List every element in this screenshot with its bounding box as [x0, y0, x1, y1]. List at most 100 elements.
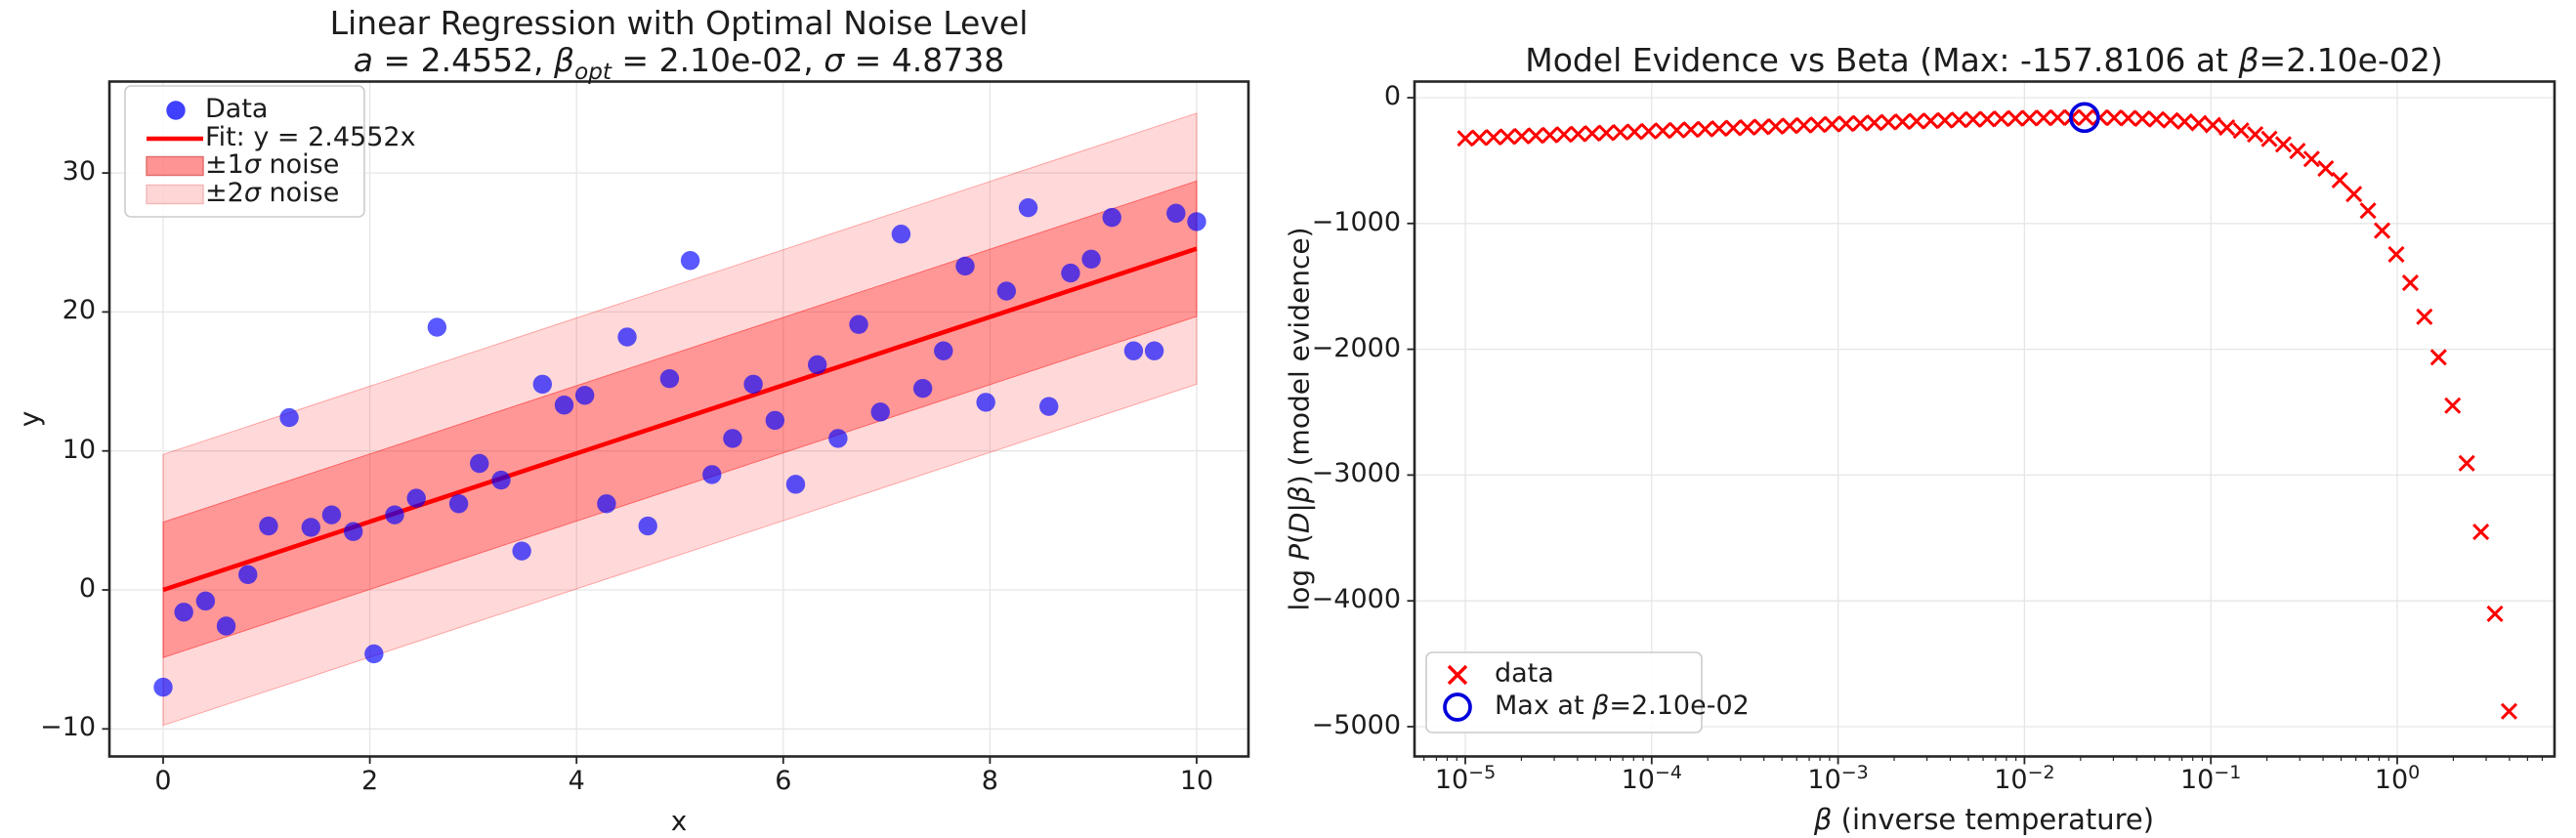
left-y-tick-label: 30	[62, 156, 96, 188]
evidence-marker	[2190, 114, 2208, 132]
scatter-point	[723, 429, 742, 448]
legend-label-1sigma: ±1σ noise	[205, 149, 339, 180]
text-segment: β	[1813, 803, 1833, 836]
text-segment: β	[2238, 41, 2259, 79]
text-segment: = 4.8738	[844, 41, 1005, 79]
scatter-point	[617, 327, 637, 347]
text-segment: ±1	[205, 149, 244, 180]
evidence-marker	[2162, 111, 2179, 129]
scatter-point	[259, 516, 278, 536]
legend-swatch-2sigma	[146, 184, 204, 205]
left-y-tick-label: −10	[40, 712, 96, 743]
scatter-point	[1166, 203, 1186, 224]
evidence-marker	[2035, 109, 2052, 127]
evidence-marker	[2500, 702, 2518, 720]
evidence-marker	[1993, 109, 2010, 128]
right-y-tick-label: −1000	[1311, 206, 1401, 237]
evidence-marker	[2317, 160, 2335, 178]
evidence-marker	[1527, 127, 1544, 145]
evidence-marker	[1499, 128, 1516, 146]
left-x-tick-label: 6	[775, 766, 792, 796]
evidence-marker	[1626, 123, 1643, 141]
evidence-marker	[1457, 130, 1474, 147]
legend-label-fit: Fit: y = 2.4552x	[205, 122, 416, 152]
right-axes-frame	[1413, 80, 2556, 758]
evidence-marker	[1851, 114, 1869, 132]
evidence-marker	[2218, 119, 2236, 137]
text-segment: |	[1283, 503, 1316, 513]
text-segment: P	[1283, 544, 1316, 561]
text-segment: Max at	[1495, 691, 1593, 721]
evidence-marker	[1837, 115, 1855, 133]
scatter-point	[321, 505, 342, 524]
scatter-point	[554, 396, 574, 415]
scatter-point	[870, 402, 890, 422]
evidence-marker	[2429, 349, 2447, 366]
evidence-marker	[2020, 109, 2039, 127]
scatter-point	[996, 281, 1017, 301]
legend-label-max: Max at β=2.10e-02	[1495, 691, 1750, 721]
evidence-marker	[2120, 109, 2137, 127]
evidence-marker	[2133, 109, 2151, 128]
evidence-marker	[1710, 120, 1728, 138]
text-segment: = 2.10e-02,	[611, 41, 824, 79]
left-chart	[102, 80, 1250, 764]
evidence-marker	[1640, 122, 1658, 140]
right-legend-box	[1425, 651, 1703, 733]
legend-label-evidence-data: data	[1495, 658, 1554, 689]
evidence-marker	[2289, 143, 2306, 160]
scatter-point	[574, 386, 595, 405]
evidence-marker	[2091, 108, 2109, 126]
evidence-marker	[2331, 171, 2348, 189]
scatter-point	[153, 677, 173, 697]
right-x-tick-label: 10−3	[1807, 762, 1869, 795]
scatter-point	[1081, 249, 1101, 270]
scatter-point	[680, 251, 700, 271]
text-segment: β	[1592, 691, 1610, 721]
evidence-marker	[2274, 136, 2293, 153]
right-x-tick-label: 10−2	[1994, 762, 2055, 795]
scatter-point	[849, 314, 868, 334]
text-segment: = 2.4552,	[372, 41, 555, 79]
evidence-marker	[2359, 202, 2377, 220]
evidence-marker	[1936, 111, 1954, 129]
scatter-point	[597, 494, 616, 514]
right-x-axis-label: β (inverse temperature)	[1814, 803, 2154, 836]
scatter-point	[702, 465, 722, 484]
right-y-tick-label: −4000	[1311, 584, 1401, 615]
evidence-marker	[1696, 120, 1714, 138]
legend-marker-evidence	[1447, 664, 1468, 686]
scatter-point	[638, 516, 657, 536]
scatter-point	[364, 644, 384, 664]
scatter-point	[1144, 341, 1164, 360]
left-y-tick-label: 10	[62, 434, 96, 465]
evidence-marker	[2387, 245, 2405, 264]
left-axes-frame	[107, 80, 1250, 758]
scatter-point	[301, 518, 320, 537]
legend-label-2sigma: ±2σ noise	[205, 178, 339, 208]
scatter-point	[238, 565, 258, 585]
evidence-marker	[2247, 125, 2264, 144]
evidence-marker	[1470, 129, 1488, 147]
scatter-point	[934, 341, 953, 360]
left-x-tick-label: 4	[568, 766, 585, 796]
left-y-axis-label: y	[13, 410, 46, 428]
evidence-marker	[2006, 109, 2024, 127]
text-segment: (inverse temperature)	[1832, 803, 2155, 836]
right-x-tick-label: 100	[2374, 762, 2421, 795]
evidence-marker	[1569, 125, 1587, 143]
legend-swatch-1sigma	[146, 155, 204, 177]
right-y-tick-label: −3000	[1311, 458, 1401, 489]
evidence-marker	[2302, 150, 2320, 168]
right-chart-title: Model Evidence vs Beta (Max: -157.8106 a…	[1525, 41, 2443, 79]
evidence-marker	[2105, 109, 2123, 127]
scatter-point	[955, 256, 975, 276]
evidence-marker	[1612, 123, 1629, 142]
evidence-marker	[1823, 115, 1840, 133]
scatter-point	[1061, 263, 1080, 283]
scatter-point	[808, 355, 827, 375]
legend-marker-data	[166, 101, 186, 120]
right-y-tick-label: −2000	[1311, 332, 1401, 363]
text-segment: σ	[243, 178, 261, 208]
scatter-point	[343, 522, 363, 541]
